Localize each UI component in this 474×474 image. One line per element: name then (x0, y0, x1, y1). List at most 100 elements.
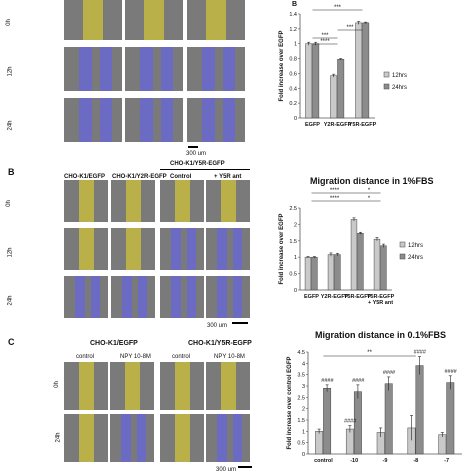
bar-2-0-4 (438, 434, 447, 455)
sig-mark-0-2: *** (321, 33, 329, 39)
sig-mark-1-0: **** (330, 188, 340, 194)
micrograph-c-0h-2 (160, 362, 204, 410)
sig-mark-1-2: * (368, 188, 371, 194)
col-label-y2r: CHO-K1/Y2R-EGFP (112, 174, 167, 180)
y-axis-label-2: Fold increase over control EGFP (287, 356, 293, 449)
y-tick-label-1-2: 1 (294, 255, 297, 261)
y-tick-label-1-4: 2 (294, 222, 297, 228)
panel-c-letter: C (8, 337, 15, 347)
scale-label-c: 300 um (216, 467, 237, 473)
scale-bar-b (232, 322, 248, 324)
bar-1-1-0 (311, 256, 318, 291)
x-tick-label-2-0: control (314, 458, 333, 464)
scale-label-b: 300 um (207, 323, 228, 329)
x-tick-label-1-0: EGFP (304, 294, 319, 300)
micrograph-a-0h-2 (187, 0, 245, 40)
bar-2-1-2 (384, 383, 393, 455)
y-tick-label-2-1: 0.5 (297, 441, 305, 447)
bar-1-0-0 (304, 256, 312, 291)
y-tick-label-0-1: 0.2 (289, 101, 297, 107)
y-tick-label-0-2: 0.4 (289, 86, 297, 92)
scale-label-a: 300 um (186, 151, 207, 157)
col-label-c1: control (76, 354, 95, 360)
bar-2-0-2 (376, 432, 385, 455)
micrograph-b-0h-0 (64, 180, 108, 222)
sig-mark-1-3: * (368, 196, 371, 202)
row-label-0h-b: 0h (5, 200, 12, 207)
micrograph-b-12h-3 (206, 228, 250, 270)
sig-mark-0-0: *** (334, 5, 342, 11)
micrograph-b-24h-1 (111, 276, 155, 318)
micrograph-c-0h-3 (206, 362, 250, 410)
x-tick-label-1-3: Y5R-EGFP (367, 294, 395, 300)
col-label-control: Control (170, 174, 192, 180)
y-tick-label-2-2: 1 (302, 429, 305, 435)
col-label-c2: NPY 10-8M (120, 354, 151, 360)
y-tick-label-0-4: 0.8 (289, 57, 297, 63)
x-tick-label-1-3-b: + Y5R ant (368, 300, 393, 306)
micrograph-b-24h-0 (64, 276, 108, 318)
legend-label-1-0: 12hrs (408, 243, 423, 249)
row-label-24h-b: 24h (7, 295, 14, 306)
x-tick-label-0-1: Y2R-EGFP (324, 122, 352, 128)
col-label-y5r-ant: + Y5R ant (214, 174, 242, 180)
col-label-c3: control (172, 354, 191, 360)
row-label-0h-a: 0h (5, 19, 12, 26)
row-label-0h-c: 0h (53, 381, 60, 388)
x-tick-label-2-2: -9 (383, 458, 388, 464)
legend-label-0-0: 12hrs (392, 73, 407, 79)
y-tick-label-0-6: 1.2 (289, 27, 297, 33)
sig-mark-2-3: #### (444, 369, 457, 375)
bar-2-1-0 (323, 388, 332, 455)
micrograph-c-24h-1 (110, 414, 154, 462)
x-tick-label-1-1: Y2R-EGFP (321, 294, 349, 300)
micrograph-c-0h-0 (64, 362, 108, 410)
micrograph-b-24h-3 (206, 276, 250, 318)
y-tick-label-0-5: 1 (294, 42, 297, 48)
row-label-24h-c: 24h (55, 432, 62, 443)
col-label-c4: NPY 10-8M (214, 354, 245, 360)
y-axis-label-1: Fold increase over EGFP (279, 213, 285, 284)
y-tick-label-2-7: 3.5 (297, 373, 305, 379)
micrograph-b-0h-1 (111, 180, 155, 222)
y-tick-label-2-4: 2 (302, 407, 305, 413)
micrograph-b-12h-1 (111, 228, 155, 270)
y-tick-label-2-9: 4.5 (297, 350, 305, 356)
micrograph-b-0h-2 (160, 180, 204, 222)
bar-1-1-2 (357, 233, 364, 291)
scale-bar-a (188, 146, 198, 148)
micrograph-a-24h-2 (187, 98, 245, 142)
y-tick-label-0-0: 0 (294, 116, 297, 122)
bar-2-1-4 (446, 382, 455, 455)
bar-0-1-2 (362, 22, 370, 119)
panel-b-letter: B (8, 167, 15, 177)
scale-bar-c (238, 466, 252, 468)
bar-0-1-0 (312, 43, 320, 119)
micrograph-a-24h-0 (64, 98, 122, 142)
micrograph-b-24h-2 (160, 276, 204, 318)
sig-mark-0-1: *** (346, 25, 354, 31)
sig-mark-2-6: ** (367, 350, 372, 356)
row-label-24h-a: 24h (7, 120, 14, 131)
sig-mark-2-1: #### (352, 378, 365, 384)
legend-label-0-1: 24hrs (392, 85, 407, 91)
micrograph-b-12h-2 (160, 228, 204, 270)
col-group-y5r: CHO-K1/Y5R-EGFP (170, 161, 225, 167)
group-label-egfp: CHO-K1/EGFP (90, 340, 138, 347)
group-underline (160, 169, 250, 170)
x-tick-label-0-0: EGFP (305, 122, 320, 128)
bar-0-0-1 (330, 75, 338, 119)
col-label-egfp: CHO-K1/EGFP (64, 174, 106, 180)
bar-2-0-1 (345, 428, 354, 455)
y-tick-label-0-7: 1.4 (289, 12, 297, 18)
row-label-12h-a: 12h (7, 66, 14, 77)
y-tick-label-1-0: 0 (294, 288, 297, 294)
bar-2-1-3 (415, 365, 424, 455)
bar-0-1-1 (337, 59, 345, 119)
micrograph-c-24h-2 (160, 414, 204, 462)
y-tick-label-2-8: 4 (302, 361, 305, 367)
legend-swatch-1-1 (399, 253, 406, 260)
bar-0-0-2 (355, 22, 363, 119)
bar-1-1-3 (380, 245, 387, 291)
micrograph-a-12h-1 (125, 47, 183, 91)
